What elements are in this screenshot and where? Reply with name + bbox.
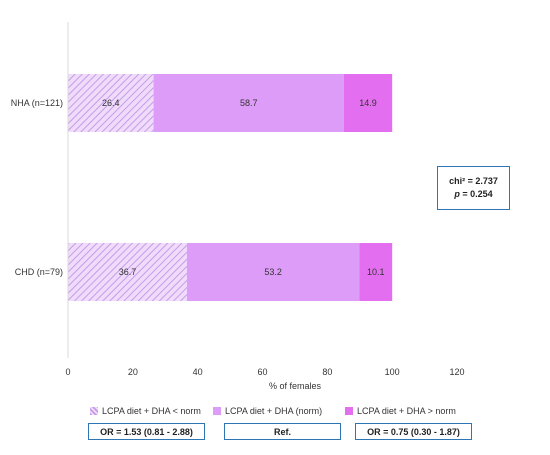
bar-segment-3-row-2 — [359, 243, 393, 301]
legend-label-2: LCPA diet + DHA (norm) — [225, 406, 323, 416]
category-labels-group: NHA (n=121) CHD (n=79) — [11, 98, 63, 277]
or-box-low: OR = 1.53 (0.81 - 2.88) — [88, 423, 205, 440]
bar-labels-group: 26.4 58.7 14.9 36.7 53.2 10.1 — [102, 98, 385, 277]
x-tick-label-20: 20 — [128, 367, 138, 377]
data-label-1-row-1: 26.4 — [102, 98, 120, 108]
data-label-3-row-1: 14.9 — [359, 98, 377, 108]
data-label-2-row-2: 53.2 — [264, 267, 282, 277]
x-tick-label-0: 0 — [65, 367, 70, 377]
chi-square-text: chi² = 2.737 — [449, 176, 498, 186]
legend-swatch-2 — [213, 407, 221, 415]
category-label-2: CHD (n=79) — [15, 267, 63, 277]
legend-item-3: LCPA diet + DHA > norm — [345, 406, 456, 416]
p-symbol: p — [454, 189, 460, 199]
chi-square-box: chi² = 2.737 p = 0.254 — [437, 166, 510, 210]
bars-group — [68, 74, 393, 301]
data-label-1-row-2: 36.7 — [119, 267, 137, 277]
or-box-ref: Ref. — [224, 423, 341, 440]
category-label-1: NHA (n=121) — [11, 98, 63, 108]
x-tick-label-100: 100 — [385, 367, 400, 377]
x-axis-label: % of females — [269, 381, 322, 391]
bar-segment-2-row-1 — [153, 74, 344, 132]
legend-label-1: LCPA diet + DHA < norm — [102, 406, 201, 416]
p-value-text: p = 0.254 — [438, 188, 509, 201]
legend-swatch-1 — [90, 407, 98, 415]
legend-item-1: LCPA diet + DHA < norm — [90, 406, 201, 416]
bar-segment-1-row-2 — [68, 243, 187, 301]
data-label-3-row-2: 10.1 — [367, 267, 385, 277]
legend-label-3: LCPA diet + DHA > norm — [357, 406, 456, 416]
x-tick-label-60: 60 — [257, 367, 267, 377]
or-box-high: OR = 0.75 (0.30 - 1.87) — [355, 423, 472, 440]
bar-segment-2-row-2 — [186, 243, 360, 301]
bar-segment-1-row-1 — [68, 74, 154, 132]
data-label-2-row-1: 58.7 — [240, 98, 258, 108]
legend-item-2: LCPA diet + DHA (norm) — [213, 406, 322, 416]
bar-segment-3-row-1 — [343, 74, 393, 132]
x-tick-label-80: 80 — [322, 367, 332, 377]
x-tick-label-40: 40 — [193, 367, 203, 377]
legend-swatch-3 — [345, 407, 353, 415]
x-tick-labels-group: 0 20 40 60 80 100 120 — [65, 367, 464, 377]
x-tick-label-120: 120 — [449, 367, 464, 377]
p-value: = 0.254 — [459, 189, 493, 199]
legend: LCPA diet + DHA < norm LCPA diet + DHA (n… — [0, 406, 550, 420]
